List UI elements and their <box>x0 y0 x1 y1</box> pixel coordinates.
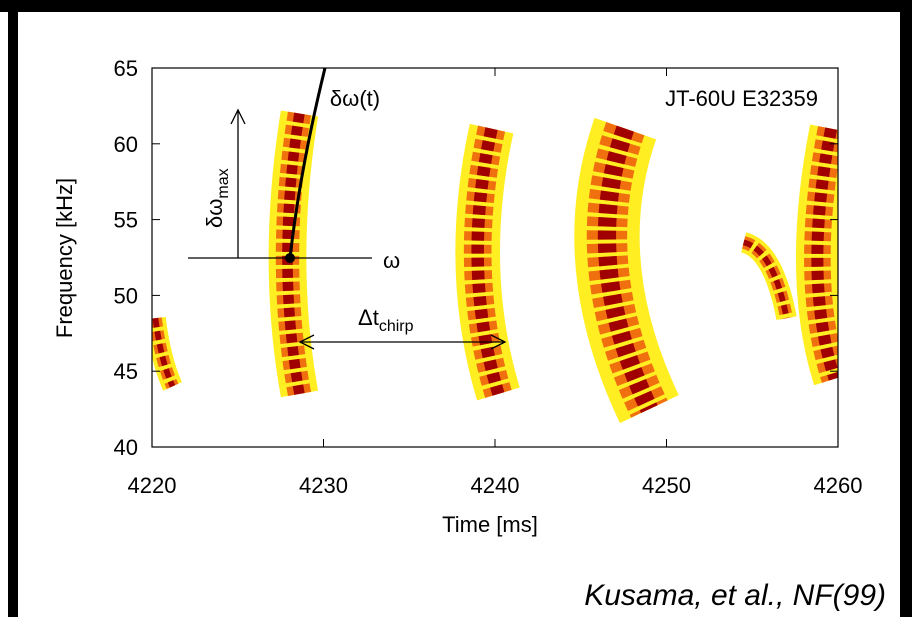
y-tick-label: 40 <box>114 435 138 460</box>
x-tick-label: 4220 <box>128 473 177 498</box>
chirp-curve <box>288 67 327 259</box>
annotation-sub: chirp <box>379 318 414 335</box>
burst <box>742 239 790 319</box>
frame-top <box>0 0 912 12</box>
y-axis-label: Frequency [kHz] <box>52 178 77 338</box>
frame-left <box>8 0 18 617</box>
annotation: δωmax <box>202 168 232 228</box>
citation: Kusama, et al., NF(99) <box>584 579 886 612</box>
x-tick-label: 4240 <box>471 473 520 498</box>
arrow-heads <box>298 334 507 350</box>
annotation-main: Δt <box>358 305 379 330</box>
y-tick-label: 50 <box>114 283 138 308</box>
annotation-main: δω <box>202 199 227 228</box>
y-tick-label: 65 <box>114 56 138 81</box>
burst <box>471 127 505 396</box>
y-tick-label: 55 <box>114 208 138 233</box>
y-tick-label: 45 <box>114 359 138 384</box>
burst <box>811 127 838 381</box>
arrow-head <box>230 108 246 125</box>
annotation: Δtchirp <box>358 305 414 335</box>
y-tick-label: 60 <box>114 132 138 157</box>
frame-right <box>900 0 912 617</box>
x-tick-label: 4250 <box>642 473 691 498</box>
annotation: ω <box>383 248 400 273</box>
annotation: δω(t) <box>330 86 380 111</box>
burst <box>152 317 176 388</box>
x-axis-label: Time [ms] <box>442 512 538 537</box>
burst <box>597 125 658 414</box>
x-tick-label: 4260 <box>814 473 863 498</box>
annotation: JT-60U E32359 <box>665 86 818 111</box>
x-tick-label: 4230 <box>299 473 348 498</box>
annotation-sub: max <box>215 168 232 198</box>
